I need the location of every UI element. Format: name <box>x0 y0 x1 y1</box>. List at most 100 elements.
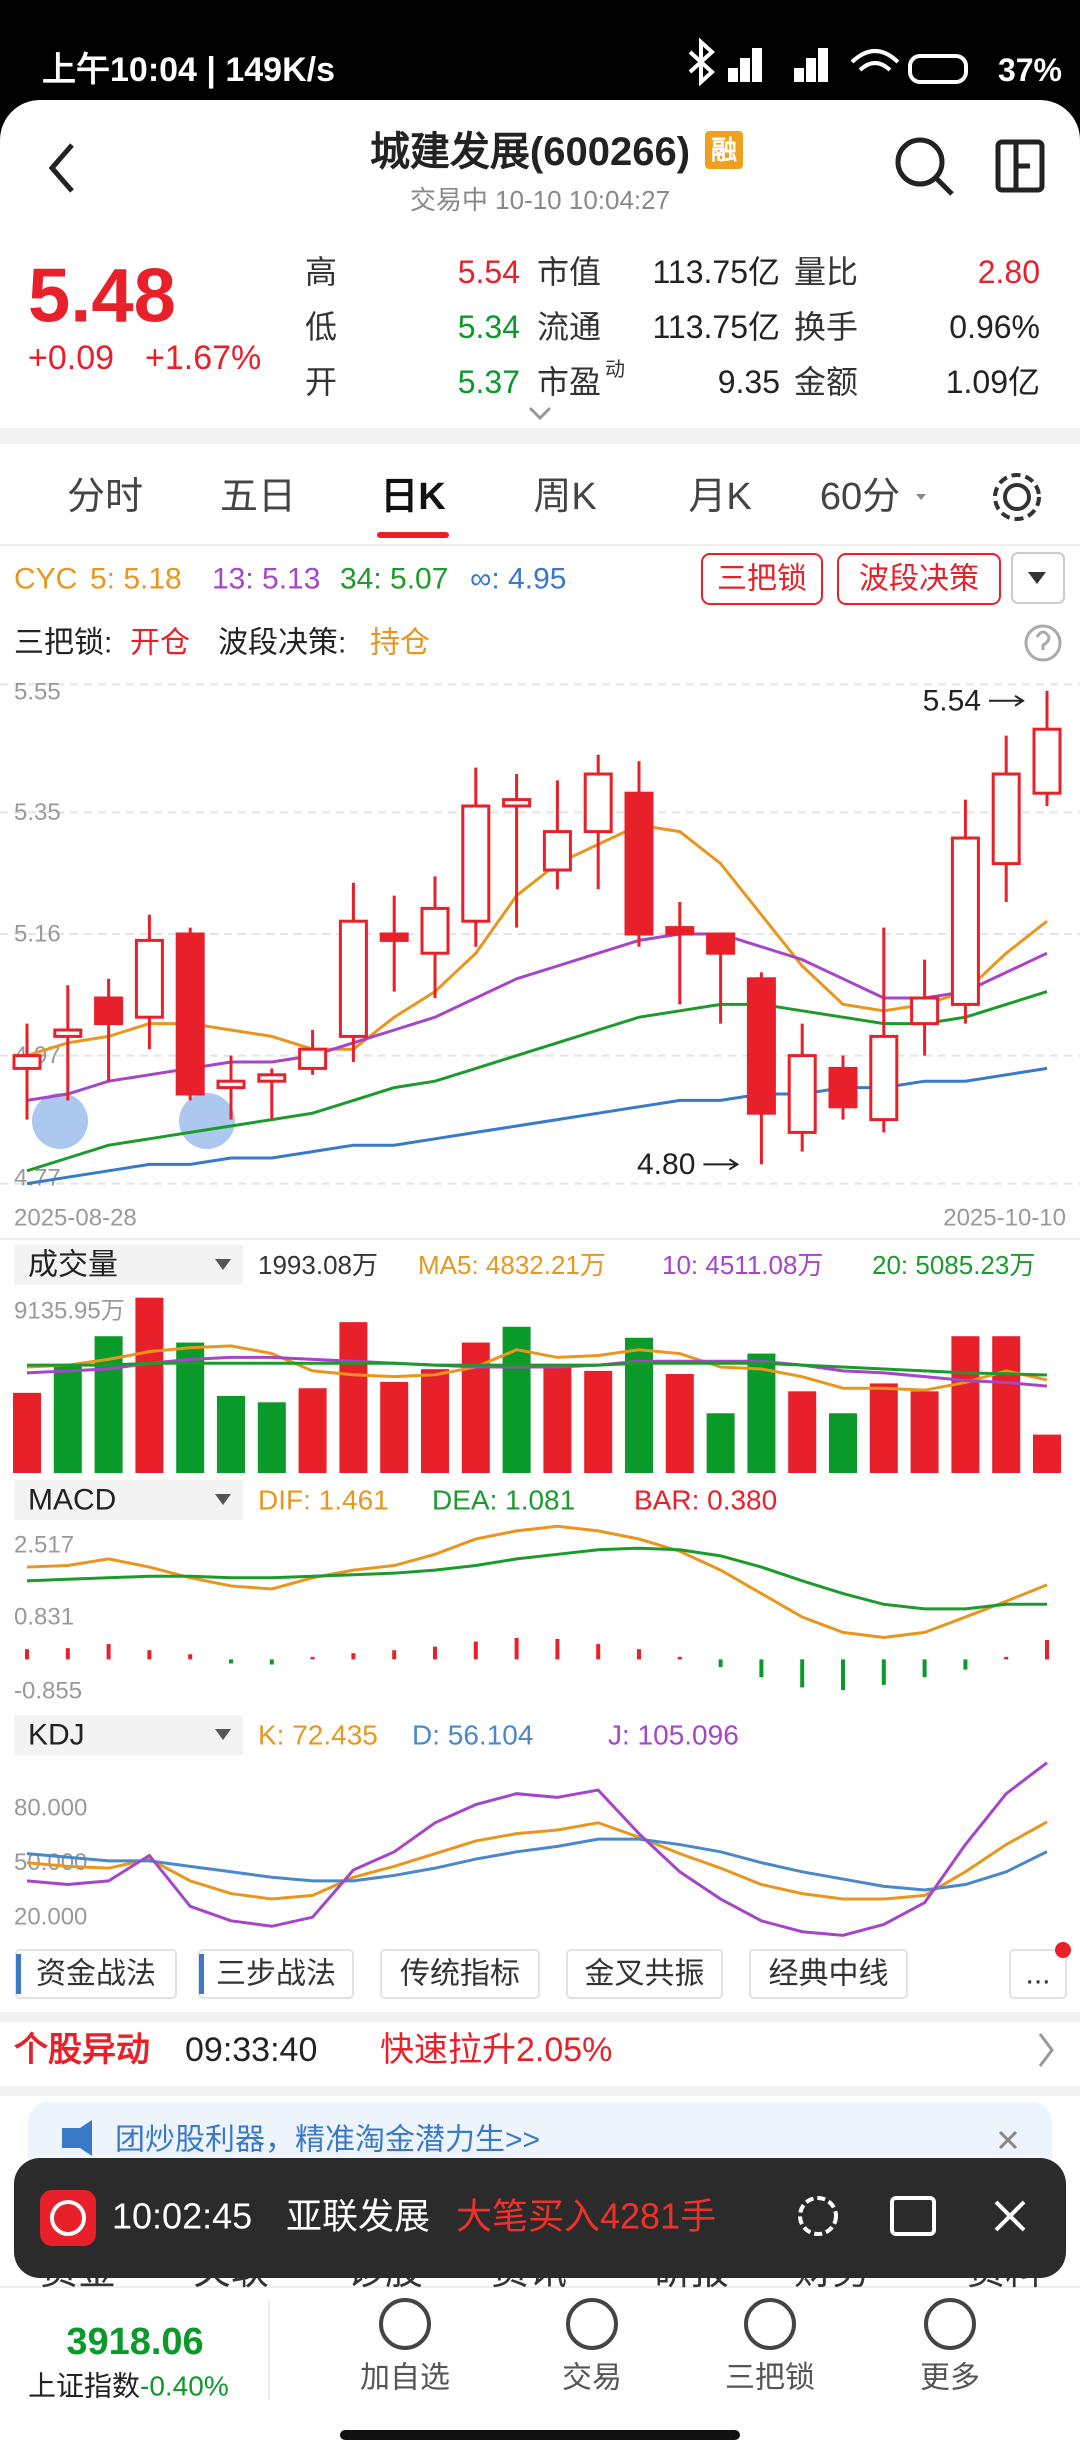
legend-entry: J: 105.096 <box>608 1720 739 1751</box>
panel-title: 成交量 <box>28 1249 118 1282</box>
alert-chevron[interactable] <box>1038 2033 1054 2067</box>
macd-selector[interactable] <box>14 1480 243 1520</box>
alert-time: 09:33:40 <box>185 2031 317 2069</box>
legend-entry: MA5: 4832.21万 <box>418 1250 606 1280</box>
price-change: +0.09 <box>28 339 114 377</box>
volume-bar <box>135 1297 164 1473</box>
banner-close[interactable] <box>998 2130 1018 2150</box>
expand-chevron[interactable] <box>528 406 552 421</box>
annotation-arrow <box>703 1158 740 1171</box>
popup-close[interactable] <box>994 2200 1026 2232</box>
legend-entry: 5: 5.18 <box>90 563 182 596</box>
status-icons <box>688 37 968 87</box>
candle-body <box>502 798 532 808</box>
action-label[interactable]: 交易 <box>562 2362 622 2395</box>
y-tick-label: 2.517 <box>14 1532 74 1559</box>
dropdown-arrow <box>1028 572 1046 584</box>
strategy-tab-marker <box>16 1954 21 1994</box>
popup-settings[interactable] <box>798 2196 838 2236</box>
action-icon[interactable] <box>924 2298 976 2350</box>
panel-title: MACD <box>28 1484 116 1517</box>
popup-app-icon-mark <box>50 2200 86 2236</box>
back-button[interactable] <box>48 143 74 193</box>
action-label[interactable]: 加自选 <box>360 2362 450 2395</box>
stat-value: 5.34 <box>458 309 520 345</box>
float-button[interactable] <box>179 1093 235 1149</box>
volume-bar <box>1033 1434 1061 1473</box>
kdj-selector[interactable] <box>14 1715 243 1755</box>
y-tick-label: 20.000 <box>14 1904 87 1931</box>
share-button[interactable] <box>995 139 1045 193</box>
active-tab-underline <box>377 532 449 538</box>
period-tab[interactable]: 分时 <box>67 476 143 518</box>
candle-body <box>706 932 736 955</box>
action-icon[interactable] <box>379 2298 431 2350</box>
period-tab[interactable]: 日K <box>380 476 446 518</box>
popup-pip[interactable] <box>890 2196 936 2236</box>
annotation-arrow <box>989 694 1025 707</box>
volume-bar <box>625 1337 653 1473</box>
y-tick-label: 5.16 <box>14 921 61 948</box>
strategy-tab[interactable] <box>566 1949 723 1999</box>
candle-body <box>12 1054 42 1070</box>
volume-bar <box>706 1413 735 1473</box>
strategy-tab[interactable] <box>749 1949 908 1999</box>
volume-selector[interactable] <box>14 1245 243 1285</box>
period-tab[interactable]: 五日 <box>220 476 296 518</box>
legend-entry: BAR: 0.380 <box>634 1485 777 1516</box>
strategy-button[interactable] <box>837 553 1001 605</box>
volume-bar <box>829 1413 857 1473</box>
strategy-tab[interactable] <box>380 1949 540 1999</box>
candle-body <box>175 932 205 1096</box>
action-icon[interactable] <box>566 2298 618 2350</box>
status-time: 上午10:04 | 149K/s <box>42 51 335 89</box>
period-tab[interactable]: 月K <box>688 476 751 518</box>
volume-bar <box>339 1322 368 1473</box>
kdj-line <box>26 1761 1048 1937</box>
search-button[interactable] <box>895 137 954 196</box>
divider <box>268 2300 270 2400</box>
legend-entry: 34: 5.07 <box>340 563 448 596</box>
y-tick-label: 5.35 <box>14 799 61 826</box>
y-tick-label: 9135.95万 <box>14 1298 125 1325</box>
stat-label: 开 <box>305 364 337 400</box>
strategy-tab[interactable] <box>1009 1949 1067 1999</box>
popup-bg[interactable] <box>14 2158 1066 2278</box>
legend-entry: D: 56.104 <box>412 1720 533 1751</box>
index-change: -0.40% <box>140 2371 229 2402</box>
volume-bar <box>257 1402 286 1473</box>
battery-icon <box>908 54 968 84</box>
wifi-icon <box>850 49 900 72</box>
action-icon[interactable] <box>744 2298 796 2350</box>
kdj-line <box>26 1837 1048 1892</box>
separator <box>0 544 1080 546</box>
period-tab[interactable]: 周K <box>533 476 596 518</box>
popup-time: 10:02:45 <box>112 2196 252 2237</box>
notification-dot <box>1055 1942 1071 1958</box>
volume-ma-line <box>26 1344 1048 1392</box>
trade-status: 交易中 10-10 10:04:27 <box>410 185 670 215</box>
help-icon[interactable] <box>1024 624 1062 662</box>
candle-body <box>583 772 613 834</box>
volume-bar <box>951 1336 980 1473</box>
volume-ma-line <box>26 1355 1048 1388</box>
signal-icon <box>740 58 750 82</box>
float-button[interactable] <box>32 1093 88 1149</box>
candle-body <box>420 906 450 955</box>
action-label[interactable]: 三把锁 <box>725 2362 815 2395</box>
y-tick-label: 5.55 <box>14 679 61 706</box>
candle-body <box>787 1054 817 1134</box>
settings-button[interactable] <box>993 473 1041 521</box>
separator <box>0 2286 1080 2288</box>
candle-body <box>257 1073 287 1083</box>
strategy-button[interactable] <box>701 553 823 605</box>
period-tab[interactable]: 60分 <box>820 476 900 518</box>
candle-body <box>624 791 654 936</box>
volume-last: 1993.08万 <box>258 1250 378 1280</box>
action-label[interactable]: 更多 <box>920 2362 980 2395</box>
signal-label: 波段决策: <box>218 627 346 660</box>
separator <box>0 1238 1080 1240</box>
stat-label: 金额 <box>794 364 858 400</box>
